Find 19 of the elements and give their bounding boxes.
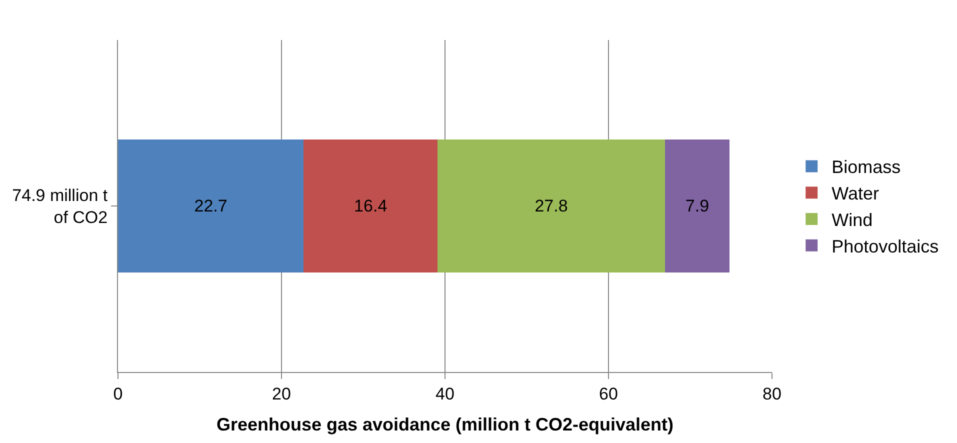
x-tick-label: 20 (272, 384, 291, 404)
legend-label: Biomass (832, 157, 901, 178)
data-label: 7.9 (685, 196, 710, 216)
data-label: 16.4 (354, 196, 388, 216)
x-tick-label: 0 (113, 384, 123, 404)
bar (304, 140, 438, 272)
x-axis-title: Greenhouse gas avoidance (million t CO2-equivalent) (216, 414, 674, 434)
data-label: 27.8 (534, 196, 568, 216)
bar (118, 140, 304, 272)
data-label: 22.7 (194, 196, 228, 216)
legend-label: Wind (832, 210, 873, 230)
x-tick-label: 60 (599, 384, 618, 404)
legend-label: Water (832, 184, 879, 204)
x-tick-label: 80 (762, 384, 782, 404)
bar (664, 140, 730, 272)
y-tick-label: 74.9 million t of CO2 (12, 186, 108, 227)
bar (438, 140, 665, 272)
legend-label: Photovoltaics (832, 236, 939, 256)
x-tick-label: 40 (436, 384, 454, 404)
